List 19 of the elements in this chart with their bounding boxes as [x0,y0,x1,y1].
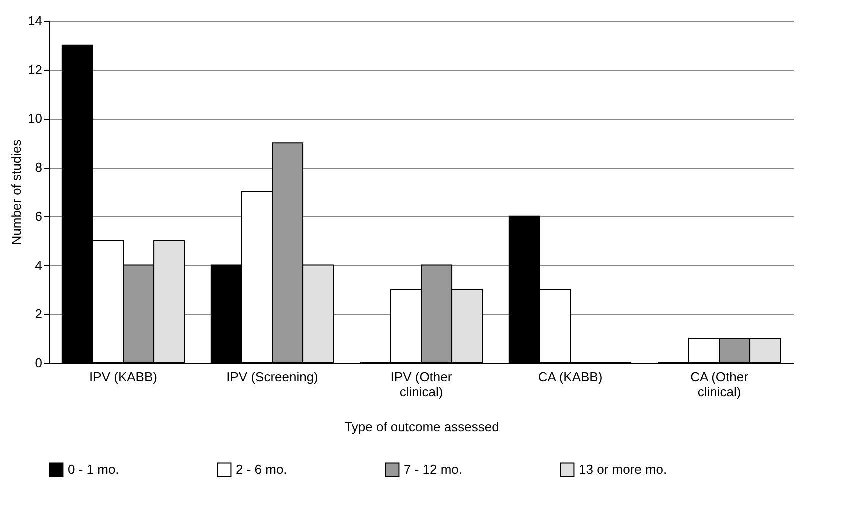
x-tick-label: IPV (KABB) [90,370,158,384]
y-tick-label: 6 [35,208,42,224]
legend-label: 7 - 12 mo. [404,462,463,477]
legend-label: 13 or more mo. [579,462,668,477]
y-tick-label: 2 [35,306,42,322]
y-tick-label: 14 [28,14,42,28]
y-tick-label: 8 [35,160,42,176]
x-tick-label: CA (KABB) [538,370,603,384]
legend-label: 0 - 1 mo. [68,462,120,477]
x-tick-label: CA (Other clinical) [690,370,750,400]
y-tick-label: 4 [35,258,42,273]
y-tick-label: 0 [35,356,42,370]
x-tick-label: IPV (Screening) [226,370,318,384]
x-axis-title: Type of outcome assessed [344,420,500,434]
y-tick-label: 10 [28,111,42,126]
legend-label: 2 - 6 mo. [236,462,288,477]
y-axis-title: Number of studies [9,139,24,246]
x-tick-label: IPV (Other clinical) [390,370,453,400]
y-tick-label: 12 [28,62,42,78]
